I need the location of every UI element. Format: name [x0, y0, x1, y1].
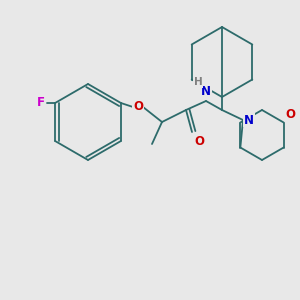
Text: O: O [286, 107, 296, 121]
Text: F: F [37, 97, 45, 110]
Text: O: O [133, 100, 143, 113]
Text: N: N [244, 113, 254, 127]
Text: N: N [201, 85, 211, 98]
Text: O: O [194, 135, 204, 148]
Text: H: H [194, 77, 202, 87]
